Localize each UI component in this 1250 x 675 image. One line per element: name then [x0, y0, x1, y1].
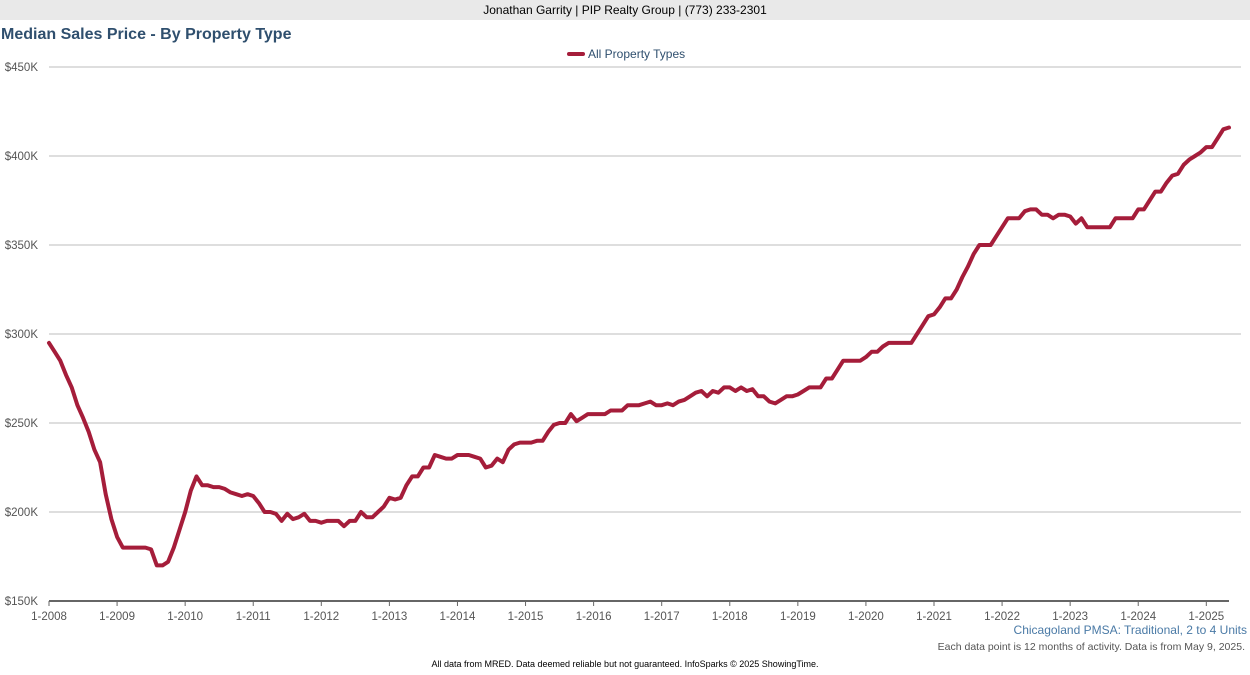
x-tick-label: 1-2022	[984, 611, 1020, 623]
disclaimer-footer: All data from MRED. Data deemed reliable…	[431, 659, 819, 669]
y-tick-label: $450K	[5, 62, 39, 74]
chart-series	[47, 125, 1231, 568]
x-tick-label: 1-2017	[644, 611, 680, 623]
chart-title: Median Sales Price - By Property Type	[1, 26, 292, 43]
agent-header-bar: Jonathan Garrity | PIP Realty Group | (7…	[0, 0, 1250, 20]
chart-subtitle: Chicagoland PMSA: Traditional, 2 to 4 Un…	[1013, 623, 1247, 637]
x-tick-label: 1-2012	[303, 611, 339, 623]
x-axis-ticks: 1-2008 1-2009 1-2010 1-2011 1-2012 1-2013 1-20…	[31, 601, 1224, 623]
chart-grid	[49, 66, 1241, 602]
y-tick-label: $300K	[5, 329, 39, 341]
x-tick-label: 1-2015	[508, 611, 544, 623]
x-tick-label: 1-2011	[236, 611, 271, 623]
x-tick-label: 1-2019	[780, 611, 816, 623]
y-tick-label: $250K	[5, 418, 39, 430]
x-tick-label: 1-2021	[916, 611, 952, 623]
y-tick-label: $200K	[5, 507, 39, 519]
x-tick-label: 1-2024	[1120, 611, 1156, 623]
x-tick-label: 1-2018	[712, 611, 748, 623]
x-tick-label: 1-2014	[440, 611, 476, 623]
series-line-all-property-types[interactable]	[47, 125, 1231, 568]
agent-contact-line: Jonathan Garrity | PIP Realty Group | (7…	[483, 3, 767, 17]
data-note: Each data point is 12 months of activity…	[937, 641, 1245, 653]
x-tick-label: 1-2016	[576, 611, 612, 623]
y-tick-label: $350K	[5, 240, 39, 252]
x-tick-label: 1-2008	[31, 611, 67, 623]
y-tick-label: $400K	[5, 151, 39, 163]
x-tick-label: 1-2010	[167, 611, 203, 623]
x-tick-label: 1-2009	[99, 611, 135, 623]
x-tick-label: 1-2023	[1052, 611, 1088, 623]
x-tick-label: 1-2025	[1188, 611, 1224, 623]
x-tick-label: 1-2020	[848, 611, 884, 623]
chart-legend[interactable]: All Property Types	[567, 47, 685, 61]
y-axis-ticks: $150K $200K $250K $300K $350K $400K $450K	[5, 62, 39, 608]
y-tick-label: $150K	[5, 596, 39, 608]
legend-label[interactable]: All Property Types	[588, 47, 685, 61]
x-tick-label: 1-2013	[371, 611, 407, 623]
